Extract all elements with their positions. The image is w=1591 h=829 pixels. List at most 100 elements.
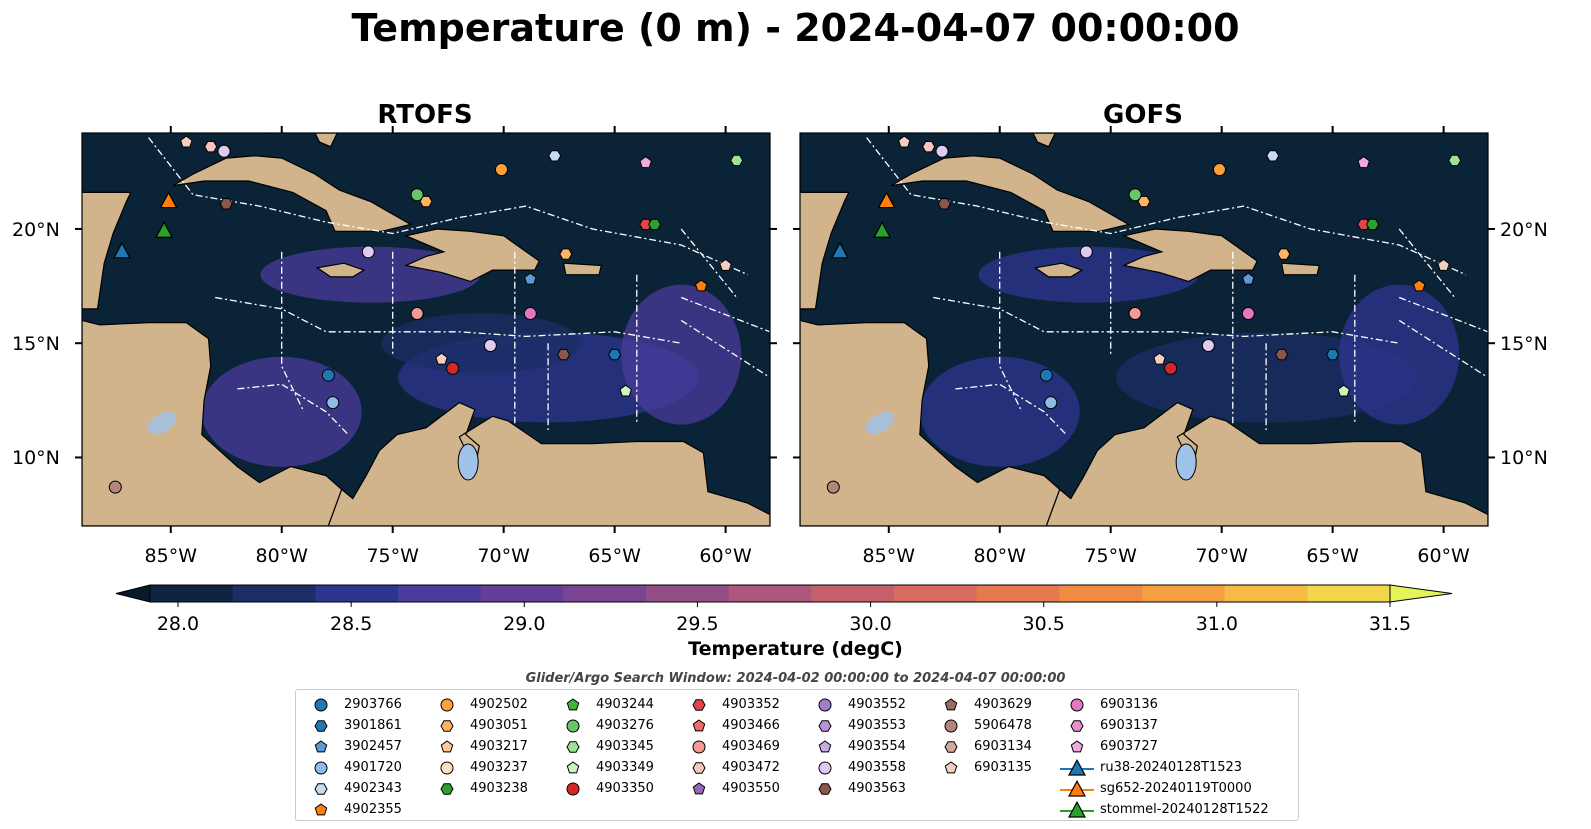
legend-marker-icon — [692, 718, 706, 731]
legend-marker-icon — [1060, 779, 1094, 797]
float-6903135 — [1153, 352, 1166, 365]
legend-label: 4903563 — [848, 781, 906, 796]
glider-stommel-20240128T1522 — [155, 221, 174, 238]
legend-marker-icon — [314, 739, 328, 752]
float-6903136 — [523, 307, 537, 321]
legend-circle-icon — [944, 719, 958, 732]
float-5906478 — [826, 480, 840, 494]
map-frame — [81, 132, 771, 527]
land-mass — [800, 133, 850, 526]
colorbar-tick-label: 29.5 — [676, 613, 719, 635]
eez-boundary — [215, 296, 682, 344]
legend-marker-icon — [440, 782, 454, 795]
float-4902355 — [694, 279, 708, 292]
legend-marker-icon — [692, 740, 706, 753]
legend-pentagon-icon — [692, 781, 706, 794]
warm-water-patch — [919, 356, 1080, 467]
legend-entry: 4903352 — [682, 694, 780, 715]
legend-marker-icon — [1070, 698, 1084, 711]
legend-marker-icon — [1060, 758, 1094, 776]
land-mass — [1045, 401, 1488, 526]
lon-label: 65°W — [1306, 545, 1359, 567]
warm-water-patch — [621, 284, 742, 425]
legend-entry: 4903552 — [808, 694, 906, 715]
legend-entry: 4903349 — [556, 757, 654, 778]
legend-hexagon-icon — [944, 740, 958, 753]
legend-circle-icon — [314, 761, 328, 774]
glider-ru38-20240128T1523 — [112, 241, 131, 259]
eez-boundary — [680, 319, 770, 379]
eez-boundary — [680, 296, 770, 333]
eez-boundary — [237, 383, 349, 436]
colorbar-tick-label: 31.0 — [1195, 613, 1238, 635]
legend-marker-icon — [1070, 739, 1084, 752]
legend: 2903766 3901861 3902457 4901720 4902343 49023… — [295, 689, 1299, 821]
legend-pentagon-icon — [314, 739, 328, 752]
colorbar-segment — [1059, 585, 1143, 602]
legend-label: 6903136 — [1100, 697, 1158, 712]
land-mass — [172, 155, 413, 232]
colorbar-tick-label: 28.0 — [156, 613, 200, 635]
float-4903558 — [935, 144, 949, 158]
legend-marker-icon — [566, 740, 580, 753]
eez-boundary — [1398, 319, 1488, 379]
float-4902502 — [494, 163, 508, 177]
legend-pentagon-icon — [1070, 739, 1084, 752]
legend-marker-icon — [944, 719, 958, 732]
legend-label: 4903469 — [722, 739, 780, 754]
legend-entry: 4903554 — [808, 736, 906, 757]
land-mass — [890, 155, 1131, 232]
colorbar-segment — [728, 585, 812, 602]
legend-marker-icon — [440, 719, 454, 732]
panel-title-rtofs: RTOFS — [377, 100, 473, 130]
legend-pentagon-icon — [566, 697, 580, 710]
legend-pentagon-icon — [818, 739, 832, 752]
land-mass — [314, 133, 338, 148]
legend-label: 5906478 — [974, 718, 1032, 733]
legend-marker-icon — [818, 782, 832, 795]
legend-circle-icon — [314, 698, 328, 711]
legend-entry: ru38-20240128T1523 — [1060, 757, 1269, 778]
float-4903469 — [410, 307, 424, 321]
float-6903135 — [898, 135, 911, 148]
lon-label: 65°W — [588, 545, 641, 567]
float-4903238 — [1366, 218, 1380, 231]
colorbar-segment — [811, 585, 895, 602]
float-4903558 — [217, 144, 231, 158]
legend-circle-icon — [692, 740, 706, 753]
legend-entry: 4903469 — [682, 736, 780, 757]
legend-marker-icon — [944, 697, 958, 710]
lon-label: 80°W — [255, 545, 308, 567]
float-3902457 — [1242, 272, 1255, 285]
legend-column: 4902502 4903051 4903217 4903237 4903238 — [430, 694, 528, 799]
legend-entry: 6903727 — [1060, 736, 1269, 757]
float-4903563 — [219, 198, 233, 210]
legend-label: 4902502 — [470, 697, 528, 712]
float-4903563 — [1275, 348, 1289, 361]
legend-label: 4903472 — [722, 760, 780, 775]
legend-marker-icon — [692, 698, 706, 711]
legend-label: 3901861 — [344, 718, 402, 733]
float-4902343 — [1266, 150, 1280, 162]
lat-label-left: 20°N — [12, 219, 60, 241]
land-mass — [404, 228, 540, 283]
legend-label: 4902343 — [344, 781, 402, 796]
legend-entry: 4903244 — [556, 694, 654, 715]
glider-sg652-20240119T0000 — [159, 191, 178, 209]
float-4901720 — [326, 396, 340, 410]
legend-entry: 4903550 — [682, 778, 780, 799]
legend-entry: 4903558 — [808, 757, 906, 778]
lake-maracaibo — [1175, 443, 1197, 481]
float-4903276 — [1128, 188, 1142, 202]
float-4901720 — [1044, 396, 1058, 410]
lon-label: 60°W — [699, 545, 752, 567]
float-4903051 — [419, 195, 433, 208]
float-2903766 — [1039, 368, 1053, 382]
legend-label: 4903352 — [722, 697, 780, 712]
legend-marker-icon — [818, 739, 832, 752]
legend-label: 4903238 — [470, 781, 528, 796]
legend-marker-icon — [440, 698, 454, 711]
float-4902343 — [548, 150, 562, 162]
legend-marker-icon — [566, 697, 580, 710]
